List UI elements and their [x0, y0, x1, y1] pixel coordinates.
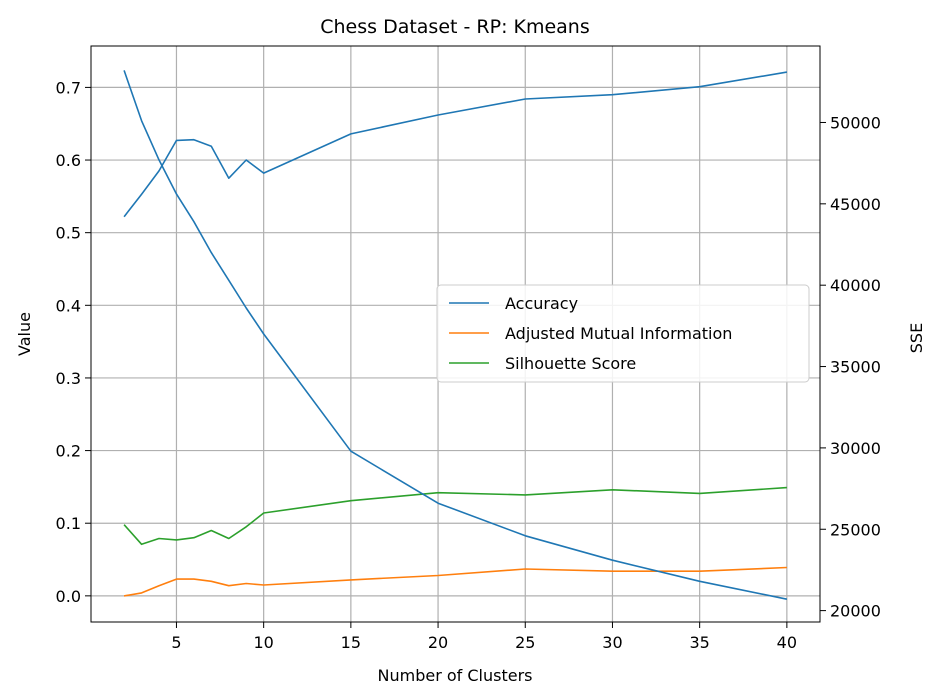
x-tick-label: 10	[253, 633, 273, 652]
y-axis-label: Value	[15, 312, 34, 356]
legend: Accuracy Adjusted Mutual Information Silho…	[436, 284, 810, 383]
y-tick-label: 0.2	[56, 442, 81, 461]
legend-entry: Silhouette Score	[505, 354, 636, 373]
legend-entry: Accuracy	[505, 294, 578, 313]
y2-tick-label: 35000	[830, 358, 881, 377]
y-axis-left: 0.0 0.1 0.2 0.3 0.4 0.5 0.6 0.7	[56, 78, 91, 606]
x-tick-label: 15	[341, 633, 361, 652]
y2-tick-label: 50000	[830, 113, 881, 132]
y2-tick-label: 45000	[830, 195, 881, 214]
plot-frame	[90, 45, 821, 623]
x-tick-label: 35	[689, 633, 709, 652]
y2-tick-label: 25000	[830, 520, 881, 539]
y2-axis-label: SSE	[907, 323, 926, 353]
y2-tick-label: 20000	[830, 602, 881, 621]
x-tick-label: 5	[171, 633, 181, 652]
x-tick-label: 25	[515, 633, 535, 652]
x-axis-label: Number of Clusters	[378, 666, 533, 685]
y-tick-label: 0.4	[56, 296, 81, 315]
y-axis-right: 20000 25000 30000 35000 40000 45000 50000	[820, 113, 881, 621]
y-tick-label: 0.1	[56, 514, 81, 533]
grid	[91, 46, 820, 622]
series-line-adjusted-mutual-information	[123, 566, 787, 597]
legend-entry: Adjusted Mutual Information	[505, 324, 732, 343]
x-tick-label: 40	[777, 633, 797, 652]
x-tick-label: 20	[428, 633, 448, 652]
y2-tick-label: 40000	[830, 276, 881, 295]
legend-box	[436, 284, 810, 383]
y-tick-label: 0.6	[56, 151, 81, 170]
series-lines	[123, 70, 788, 600]
series-line-accuracy	[123, 71, 788, 218]
x-axis: 5 10 15 20 25 30 35 40	[171, 622, 797, 652]
y-tick-label: 0.0	[56, 587, 81, 606]
y2-tick-label: 30000	[830, 439, 881, 458]
series-line-silhouette-score	[123, 486, 787, 546]
x-tick-label: 30	[602, 633, 622, 652]
y-tick-label: 0.7	[56, 78, 81, 97]
y-tick-label: 0.5	[56, 224, 81, 243]
chart-title: Chess Dataset - RP: Kmeans	[320, 16, 590, 38]
series-line-sse	[123, 70, 788, 600]
y-tick-label: 0.3	[56, 369, 81, 388]
